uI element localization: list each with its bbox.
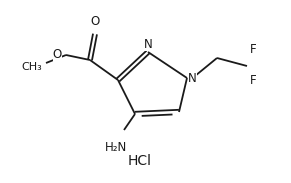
Text: F: F (250, 43, 257, 56)
Text: HCl: HCl (128, 154, 152, 168)
Text: N: N (188, 72, 197, 85)
Text: CH₃: CH₃ (21, 62, 42, 72)
Text: H₂N: H₂N (105, 141, 127, 154)
Text: O: O (91, 15, 100, 28)
Text: F: F (250, 74, 257, 87)
Text: N: N (144, 38, 152, 51)
Text: O: O (53, 48, 62, 61)
